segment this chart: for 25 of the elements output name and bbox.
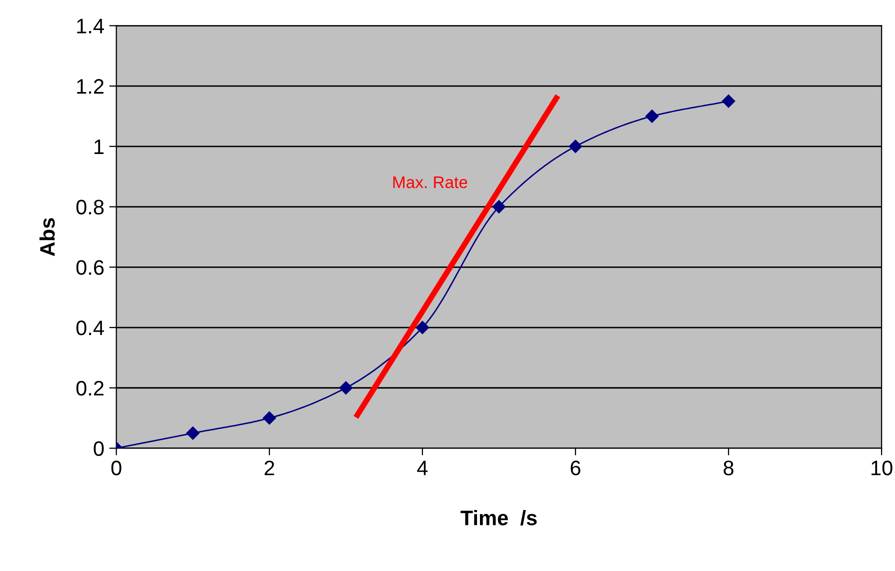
x-tick-label: 6 [570, 460, 580, 476]
point [722, 94, 736, 108]
y-tick-label: 0.4 [76, 320, 104, 336]
y-tick-label: 0.6 [76, 260, 104, 275]
y-tick-label: 1.2 [77, 79, 104, 94]
point [492, 200, 506, 214]
y-tick-label: 1 [94, 140, 104, 154]
x-tick-label: 10 [872, 460, 892, 476]
series-label: Max. Rate [393, 176, 468, 188]
y-tick-label: 0 [94, 441, 104, 456]
x-tick-label: 4 [417, 460, 428, 476]
x-tick-label: 8 [724, 460, 734, 476]
y-tick-label: 1.4 [77, 18, 104, 34]
x-tick-label: 0 [111, 460, 122, 476]
point [186, 426, 200, 440]
y-tick-label: 0.2 [76, 380, 104, 396]
point [416, 320, 430, 334]
x-tick-label: 2 [264, 460, 274, 476]
point [339, 381, 353, 394]
point [645, 110, 659, 123]
x-axis-title: Time /s [460, 510, 537, 526]
point [262, 411, 276, 425]
point [568, 140, 582, 154]
y-axis-title: Abs [40, 218, 55, 256]
y-tick-label: 0.8 [76, 200, 104, 215]
